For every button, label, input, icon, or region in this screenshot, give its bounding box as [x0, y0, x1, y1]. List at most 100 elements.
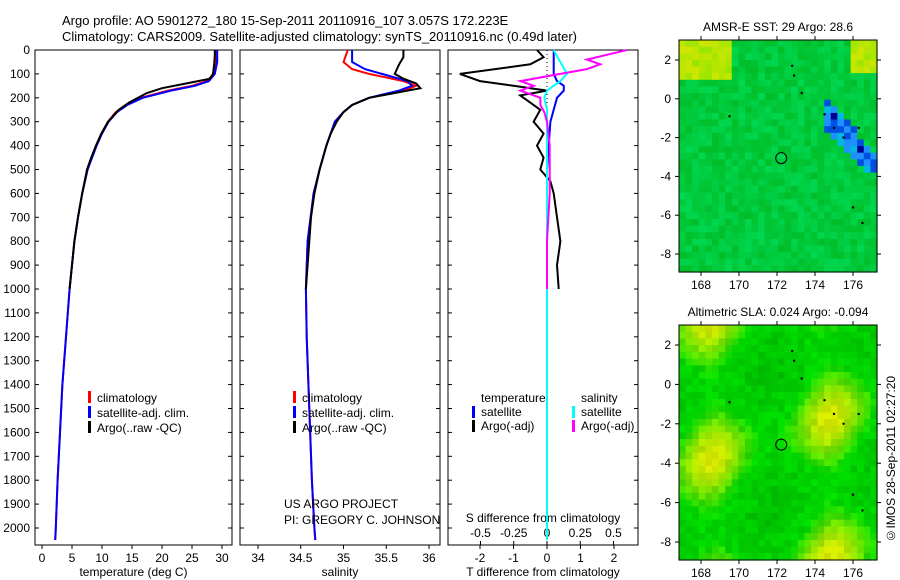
map-cell: [685, 331, 693, 339]
map-cell: [731, 452, 739, 460]
map-cell: [850, 79, 858, 87]
map-cell: [784, 185, 792, 193]
map-cell: [712, 405, 720, 413]
map-cell: [745, 378, 753, 386]
map-cell: [837, 79, 845, 87]
map-cell: [712, 365, 720, 373]
map-cell: [758, 232, 766, 240]
map-cell: [850, 159, 858, 167]
map-cell: [771, 126, 779, 134]
map-cell: [705, 126, 713, 134]
map-cell: [712, 46, 720, 54]
map-cell: [764, 452, 772, 460]
map-cell: [791, 392, 799, 400]
map-cell: [778, 519, 786, 527]
map-cell: [692, 265, 700, 273]
map-cell: [837, 238, 845, 247]
map-cell: [857, 425, 865, 433]
map-cell: [778, 425, 786, 433]
map-cell: [797, 325, 805, 333]
map-cell: [844, 40, 852, 48]
map-cell: [797, 365, 805, 373]
map-cell: [870, 112, 878, 121]
map-cell: [718, 106, 726, 114]
map-cell: [797, 146, 805, 154]
map-cell: [698, 492, 706, 501]
map-cell: [850, 245, 858, 253]
map-cell: [718, 219, 726, 227]
map-cell: [811, 219, 819, 227]
map-cell: [705, 112, 713, 121]
map-cell: [679, 486, 687, 494]
map-cell: [784, 372, 792, 380]
map-cell: [817, 53, 825, 61]
map-cell: [784, 252, 792, 260]
map-cell: [784, 245, 792, 253]
map-cell: [811, 245, 819, 253]
map-cell: [778, 358, 786, 366]
map-cell: [698, 258, 706, 266]
y-tick-label: 200: [10, 91, 30, 105]
map-cell: [731, 405, 739, 413]
x-tick-label: 10: [95, 551, 109, 565]
map-cell: [850, 365, 858, 373]
map-cell: [870, 325, 878, 333]
map-cell: [725, 472, 733, 480]
map-cell: [725, 119, 733, 127]
map-cell: [837, 132, 845, 140]
map-cell: [863, 59, 871, 68]
map-cell: [745, 192, 753, 200]
map-cell: [771, 99, 779, 107]
map-cell: [817, 539, 825, 548]
map-cell: [857, 439, 865, 447]
map-cell: [698, 486, 706, 494]
map-cell: [844, 46, 852, 54]
map-cell: [692, 345, 700, 353]
map-cell: [844, 425, 852, 433]
map-cell: [738, 331, 746, 339]
map-cell: [817, 179, 825, 187]
map-cell: [863, 492, 871, 501]
map-cell: [685, 205, 693, 213]
map-cell: [811, 93, 819, 101]
island-mark: [800, 377, 803, 380]
map-cell: [712, 539, 720, 548]
map-cell: [758, 172, 766, 180]
map-cell: [712, 112, 720, 121]
map-cell: [844, 106, 852, 114]
map-cell: [830, 472, 838, 480]
map-cell: [751, 112, 759, 121]
map-cell: [863, 392, 871, 400]
map-cell: [797, 472, 805, 480]
y-tick-label: 1000: [3, 282, 30, 296]
map-cell: [870, 338, 878, 346]
map-cell: [863, 119, 871, 127]
legend-swatch: [88, 391, 91, 403]
map-cell: [764, 112, 772, 121]
map-cell: [863, 192, 871, 200]
map-cell: [725, 86, 733, 94]
map-cell: [764, 499, 772, 507]
map-cell: [764, 152, 772, 160]
map-cell: [745, 392, 753, 400]
map-cell: [797, 519, 805, 527]
map-cell: [784, 40, 792, 48]
map-cell: [844, 546, 852, 554]
map-cell: [698, 225, 706, 233]
map-cell: [797, 40, 805, 48]
map-cell: [797, 432, 805, 440]
x-tick-label: 15: [125, 551, 139, 565]
map-cell: [679, 86, 687, 94]
map-cell: [870, 179, 878, 187]
map-cell: [731, 365, 739, 373]
map-cell: [718, 238, 726, 247]
map-cell: [844, 392, 852, 400]
map-cell: [712, 245, 720, 253]
map-cell: [738, 472, 746, 480]
map-cell: [837, 479, 845, 487]
map-cell: [751, 372, 759, 380]
map-cell: [791, 232, 799, 240]
map-cell: [745, 492, 753, 501]
map-cell: [784, 351, 792, 360]
